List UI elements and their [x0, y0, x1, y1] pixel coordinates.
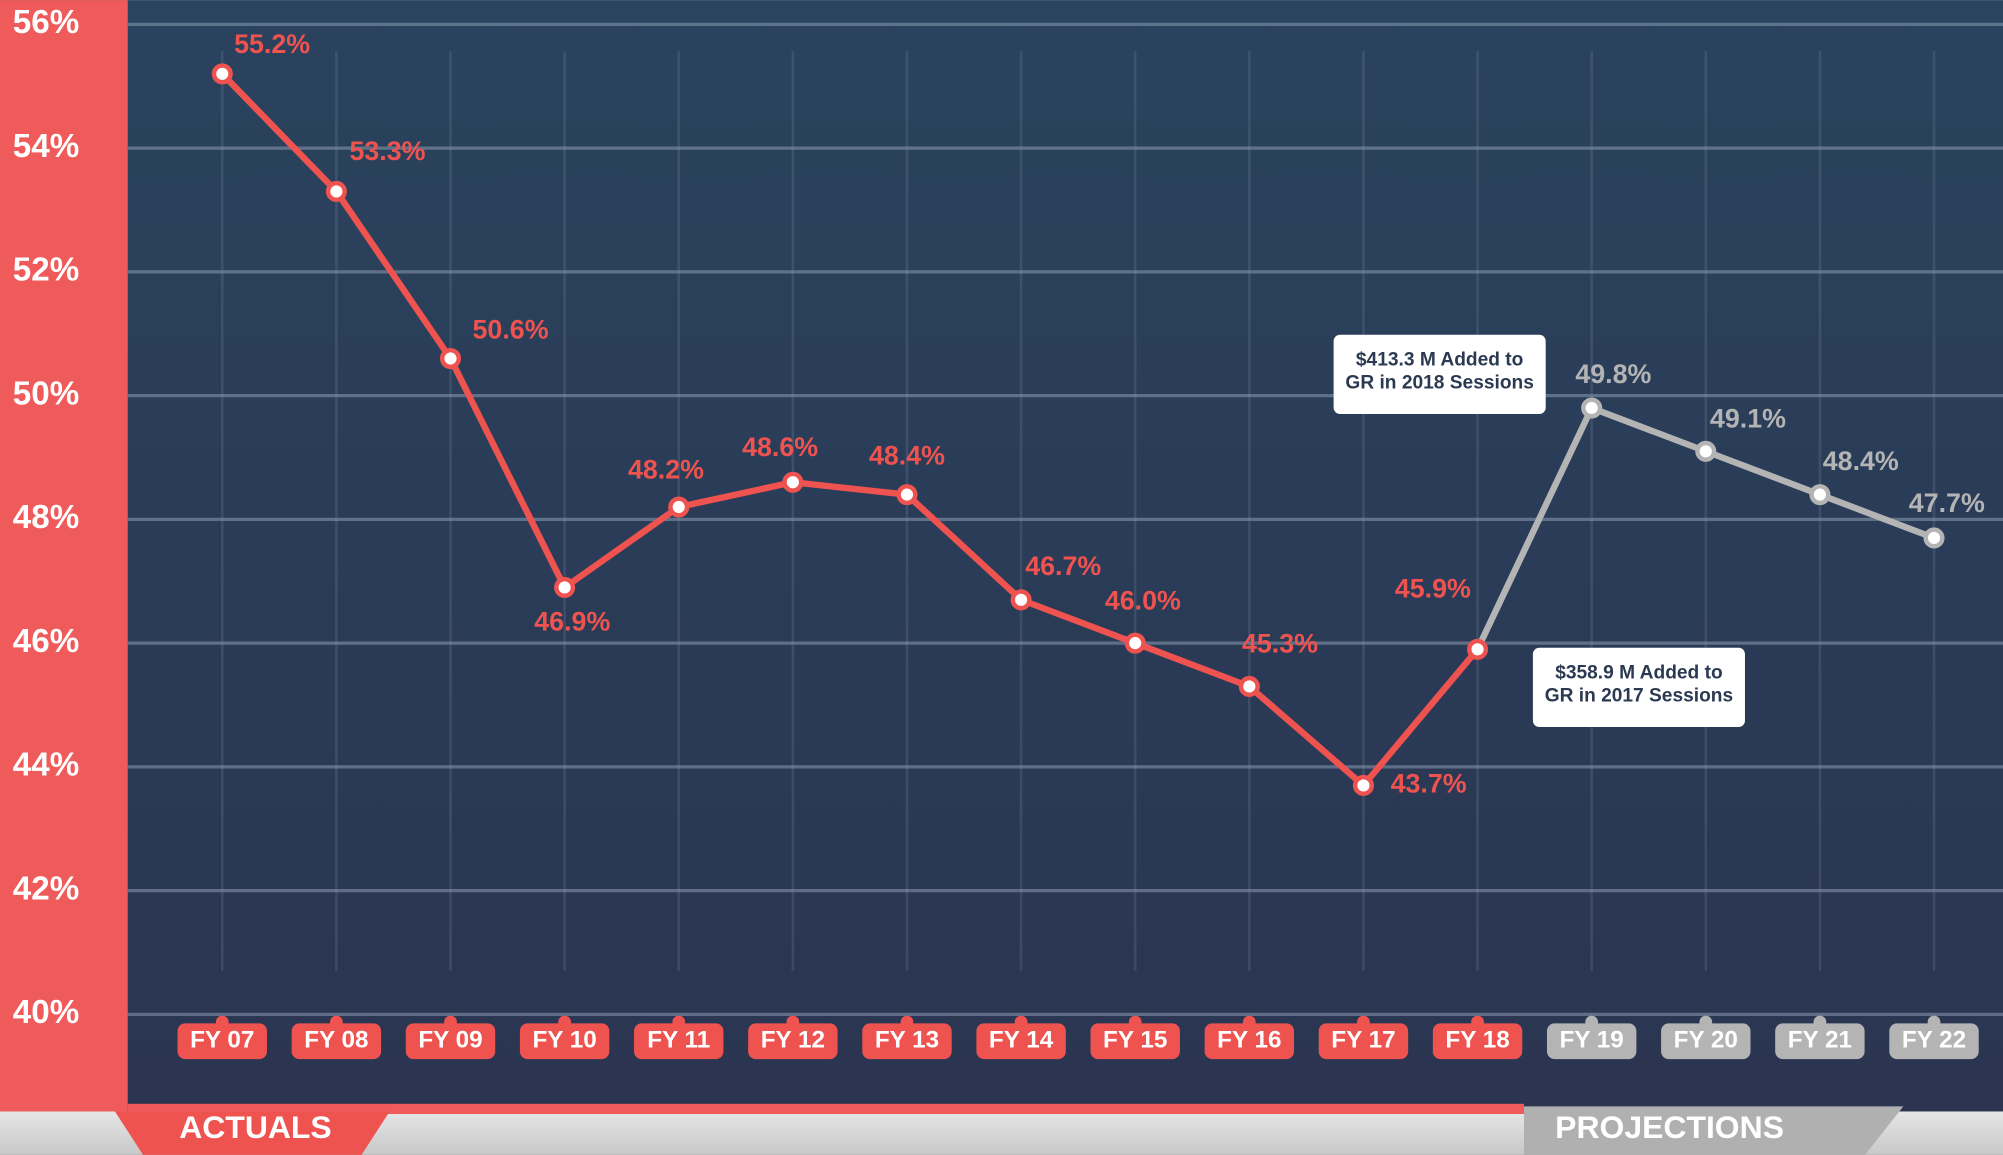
data-label: 48.4%: [869, 441, 945, 471]
legend-tab: [1523, 1106, 1904, 1155]
data-label: 45.3%: [1242, 629, 1318, 659]
data-point: [325, 180, 347, 202]
grid: [127, 22, 2003, 1016]
legend-tab: [114, 1111, 390, 1155]
series-line: [219, 71, 1481, 789]
y-tick-label: 44%: [13, 747, 79, 784]
x-tick-label: FY 20: [1674, 1027, 1738, 1054]
x-tick-pill: [1661, 1023, 1751, 1060]
x-tick-label: FY 11: [647, 1027, 710, 1054]
x-tick-pill: [1889, 1023, 1979, 1060]
data-point: [1238, 675, 1260, 697]
x-tick-pill: [1318, 1023, 1409, 1060]
data-point: [782, 471, 804, 493]
y-tick-label: 42%: [13, 870, 79, 907]
data-label: 48.2%: [628, 454, 704, 484]
annotation-text: $358.9 M Added to: [1555, 662, 1722, 683]
x-tick-label: FY 07: [190, 1027, 254, 1054]
x-tick-label: FY 22: [1902, 1027, 1966, 1054]
y-tick-label: 50%: [13, 375, 79, 412]
y-axis-panel: [0, 0, 128, 1112]
x-tick-pill: [634, 1023, 724, 1060]
data-label: 55.2%: [234, 29, 310, 59]
legend-label: ACTUALS: [179, 1109, 332, 1145]
x-tick-pill: [1432, 1023, 1523, 1060]
data-label: 53.3%: [349, 136, 425, 166]
y-tick-label: 46%: [13, 623, 79, 660]
x-tick-label: FY 21: [1788, 1027, 1852, 1054]
annotation-box: [1333, 334, 1546, 414]
data-point: [1695, 440, 1717, 462]
data-label: 45.9%: [1395, 574, 1471, 604]
data-point: [211, 63, 233, 85]
data-point: [1352, 774, 1374, 796]
data-label: 47.7%: [1909, 488, 1985, 518]
data-point: [1467, 638, 1489, 660]
x-tick-pill: [748, 1023, 838, 1060]
data-point: [1581, 397, 1603, 419]
y-tick-label: 48%: [13, 499, 79, 536]
data-point: [554, 576, 576, 598]
x-tick-label: FY 18: [1445, 1027, 1509, 1054]
x-tick-label: FY 17: [1331, 1027, 1395, 1054]
x-tick-pill: [291, 1023, 382, 1060]
x-tick-label: FY 15: [1103, 1027, 1167, 1054]
data-label: 46.9%: [534, 606, 610, 636]
data-point: [896, 484, 918, 506]
data-label: 49.8%: [1575, 359, 1651, 389]
annotation-text: GR in 2018 Sessions: [1345, 372, 1533, 393]
legend-label: PROJECTIONS: [1555, 1109, 1784, 1145]
data-point: [1809, 484, 1831, 506]
x-tick-label: FY 16: [1217, 1027, 1281, 1054]
annotation-box: [1532, 647, 1745, 727]
x-tick-label: FY 09: [418, 1027, 482, 1054]
x-tick-pill: [405, 1023, 496, 1060]
data-label: 49.1%: [1710, 404, 1786, 434]
x-tick-label: FY 19: [1560, 1027, 1624, 1054]
x-tick-label: FY 12: [761, 1027, 825, 1054]
x-tick-label: FY 10: [532, 1027, 596, 1054]
x-tick-pill: [1775, 1023, 1865, 1060]
x-tick-pill: [1090, 1023, 1180, 1060]
actuals-bar: [127, 1103, 1524, 1115]
data-label: 46.0%: [1105, 585, 1181, 615]
x-tick-label: FY 14: [989, 1027, 1054, 1054]
data-point: [1010, 589, 1032, 611]
data-label: 46.7%: [1025, 551, 1101, 581]
data-label: 48.6%: [742, 432, 818, 462]
y-tick-label: 54%: [13, 128, 79, 165]
x-tick-pill: [862, 1023, 952, 1060]
x-tick-pill: [1546, 1023, 1637, 1060]
x-tick-label: FY 13: [875, 1027, 939, 1054]
x-tick-pill: [976, 1023, 1066, 1060]
marks: 49.8% 49.1% 48.4% 47.7% 55.2% 53.3% 50.6% 46.9%…: [211, 29, 1985, 799]
annotation-text: GR in 2017 Sessions: [1545, 685, 1733, 706]
annotation-text: $413.3 M Added to: [1356, 349, 1523, 370]
data-point: [439, 347, 462, 370]
data-label: 50.6%: [473, 315, 549, 345]
y-tick-label: 56%: [13, 4, 79, 41]
data-point: [1124, 632, 1146, 654]
y-tick-label: 40%: [13, 994, 79, 1031]
x-tick-label: FY 08: [304, 1027, 368, 1054]
x-tick-pill: [177, 1023, 267, 1060]
data-label: 48.4%: [1823, 446, 1899, 476]
data-point: [1923, 527, 1945, 549]
data-label: 43.7%: [1391, 769, 1467, 799]
data-point: [668, 496, 690, 518]
y-tick-label: 52%: [13, 252, 79, 289]
x-tick-pill: [519, 1023, 610, 1060]
x-tick-pill: [1204, 1023, 1295, 1060]
